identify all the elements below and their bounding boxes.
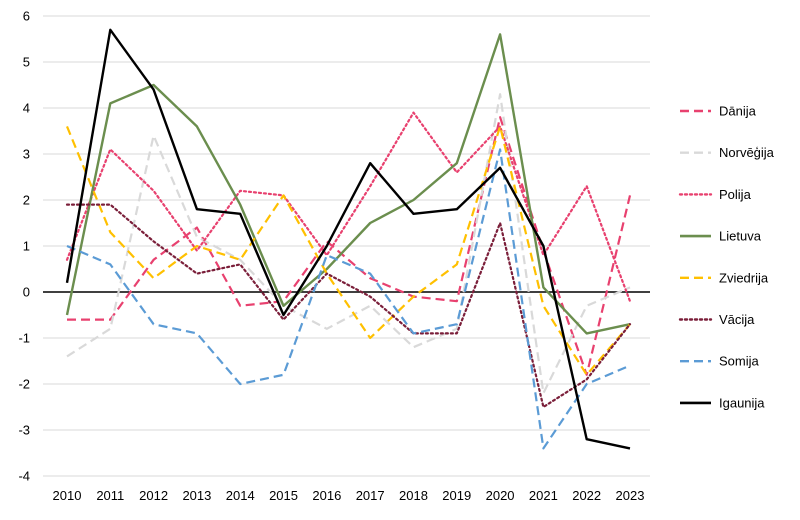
x-tick-label: 2019 [442, 488, 471, 503]
x-tick-label: 2014 [226, 488, 255, 503]
x-tick-label: 2010 [53, 488, 82, 503]
y-tick-label: 3 [23, 147, 30, 162]
x-tick-label: 2022 [572, 488, 601, 503]
series-line-5 [65, 125, 631, 376]
series-line-1 [67, 116, 632, 376]
x-tick-label: 2023 [616, 488, 645, 503]
y-tick-label: 2 [23, 193, 30, 208]
legend-label: Somija [719, 354, 760, 369]
x-tick-label: 2021 [529, 488, 558, 503]
series-line-4 [65, 33, 631, 335]
legend-label: Dānija [719, 104, 757, 119]
x-axis-tick-labels: 2010 2011 2012 2013 2014 2015 2016 2017 2018 2019… [53, 488, 645, 503]
legend-label: Vācija [719, 312, 755, 327]
series-lines [65, 28, 632, 450]
legend-label: Igaunija [719, 395, 765, 410]
x-tick-label: 2016 [312, 488, 341, 503]
legend-label: Polija [719, 187, 752, 202]
y-tick-label: 1 [23, 239, 30, 254]
legend: Dānija Norvēģija Polija Lietuva Zviedrija Vāc… [678, 104, 775, 410]
x-tick-label: 2011 [96, 488, 124, 503]
y-tick-label: 4 [23, 101, 30, 116]
y-tick-label: 0 [23, 285, 30, 300]
series-line-8 [65, 28, 631, 450]
series-line-2 [66, 93, 631, 395]
x-tick-label: 2013 [182, 488, 211, 503]
legend-item: Dānija [680, 104, 757, 119]
y-tick-label: 5 [23, 55, 30, 70]
legend-item: Vācija [678, 312, 755, 327]
legend-item: Somija [680, 354, 760, 369]
x-tick-label: 2017 [356, 488, 385, 503]
legend-label: Lietuva [719, 229, 762, 244]
y-tick-label: -3 [18, 423, 30, 438]
y-tick-label: -1 [18, 331, 30, 346]
y-axis-tick-labels: 6 5 4 3 2 1 0 -1 -2 -3 -4 [18, 9, 30, 484]
series-line-6 [65, 203, 632, 409]
legend-label: Zviedrija [719, 270, 769, 285]
y-tick-label: 6 [23, 9, 30, 24]
y-tick-label: -2 [18, 377, 30, 392]
x-tick-label: 2012 [139, 488, 168, 503]
legend-item: Norvēģija [680, 145, 775, 160]
x-tick-label: 2020 [486, 488, 515, 503]
legend-item: Lietuva [680, 229, 762, 244]
y-tick-label: -4 [18, 469, 30, 484]
legend-label: Norvēģija [719, 145, 775, 160]
x-tick-label: 2015 [269, 488, 298, 503]
x-tick-label: 2018 [399, 488, 428, 503]
gridlines [43, 15, 650, 477]
legend-item: Igaunija [680, 395, 765, 410]
legend-item: Zviedrija [680, 270, 769, 285]
series-line-7 [66, 148, 631, 450]
legend-item: Polija [678, 187, 752, 202]
